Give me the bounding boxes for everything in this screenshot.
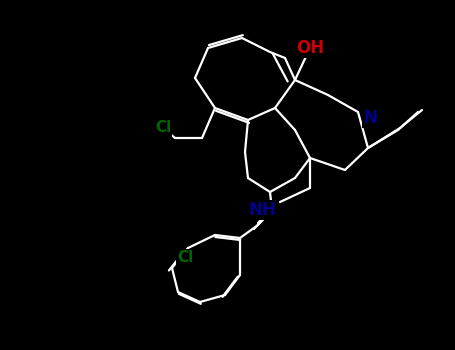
Text: Cl: Cl [177, 251, 193, 266]
Text: Cl: Cl [155, 120, 171, 135]
Text: N: N [363, 109, 377, 127]
Text: OH: OH [296, 39, 324, 57]
Text: NH: NH [248, 201, 276, 219]
